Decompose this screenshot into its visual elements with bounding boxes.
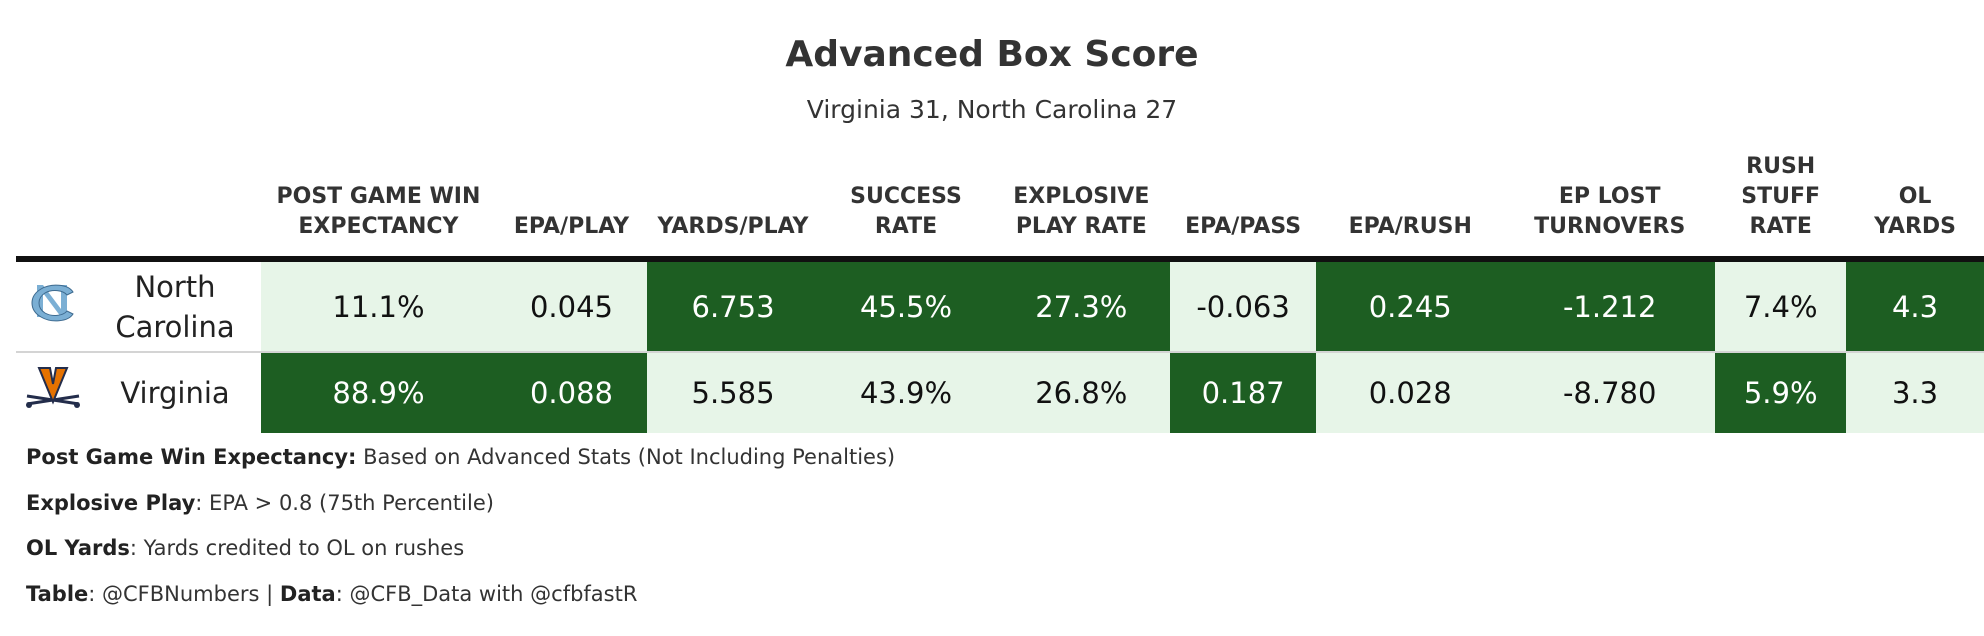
stat-cell: 5.585 [646, 352, 820, 433]
credit-table-label: Table [26, 581, 89, 606]
stat-cell: -0.063 [1169, 259, 1317, 353]
col-header-ol-yards: OL YARDS [1846, 146, 1984, 262]
stat-cell: 0.187 [1169, 352, 1317, 433]
logo-header [16, 146, 90, 262]
footnote-credits: Table: @CFBNumbers | Data: @CFB_Data wit… [26, 579, 895, 625]
stat-cell: 88.9% [260, 352, 497, 433]
stat-cell: 0.088 [496, 352, 647, 433]
footnote-label: OL Yards [26, 536, 130, 560]
stat-cell: 0.028 [1316, 352, 1505, 433]
table-row: North Carolina 11.1% 0.045 6.753 45.5% 2… [16, 259, 1984, 353]
footnote-text: Based on Advanced Stats (Not Including P… [356, 445, 896, 469]
page-title: Advanced Box Score [785, 34, 1199, 75]
credit-table-text: : @CFBNumbers | [88, 581, 280, 606]
footnote-ol-yards: OL Yards: Yards credited to OL on rushes [26, 533, 895, 579]
stat-cell: 26.8% [992, 352, 1170, 433]
footnote-label: Post Game Win Expectancy: [26, 445, 357, 469]
stat-cell: 27.3% [992, 259, 1170, 353]
uva-cavaliers-icon [25, 366, 80, 408]
stat-cell: 45.5% [819, 259, 993, 353]
team-header [89, 146, 261, 262]
col-header-explosive-play-rate: EXPLOSIVE PLAY RATE [992, 146, 1170, 262]
footnote-explosive-play: Explosive Play: EPA > 0.8 (75th Percenti… [26, 488, 895, 534]
stat-cell: -1.212 [1504, 259, 1716, 353]
footnote-text: : Yards credited to OL on rushes [129, 536, 465, 560]
credit-data-text: : @CFB_Data with @cfbfastR [335, 581, 638, 606]
col-header-epa-pass: EPA/PASS [1169, 146, 1317, 262]
col-header-ep-lost-turnovers: EP LOST TURNOVERS [1504, 146, 1716, 262]
footnote-label: Explosive Play [26, 490, 196, 515]
footnote-text: : EPA > 0.8 (75th Percentile) [195, 490, 494, 515]
stat-cell: 43.9% [819, 352, 993, 433]
stat-cell: 0.245 [1316, 259, 1505, 353]
stat-cell: -8.780 [1504, 352, 1716, 433]
col-header-epa-rush: EPA/RUSH [1316, 146, 1505, 262]
stat-cell: 0.045 [496, 259, 647, 353]
unc-logo [16, 259, 90, 353]
team-name: Virginia [89, 352, 261, 433]
col-header-win-expectancy: POST GAME WIN EXPECTANCY [260, 146, 497, 262]
unc-tar-heels-icon [31, 284, 74, 322]
table-row: Virginia 88.9% 0.088 5.585 43.9% 26.8% 0… [16, 352, 1984, 433]
footnote-win-expectancy: Post Game Win Expectancy: Based on Advan… [26, 442, 895, 488]
col-header-yards-play: YARDS/PLAY [646, 146, 820, 262]
uva-logo [16, 352, 90, 433]
header-row: POST GAME WIN EXPECTANCY EPA/PLAY YARDS/… [16, 146, 1984, 262]
stat-cell: 11.1% [260, 259, 497, 353]
col-header-rush-stuff-rate: RUSH STUFF RATE [1715, 146, 1847, 262]
stat-cell: 7.4% [1715, 259, 1847, 353]
stat-cell: 6.753 [646, 259, 820, 353]
credit-data-label: Data [279, 581, 336, 606]
col-header-success-rate: SUCCESS RATE [819, 146, 993, 262]
box-score-table: POST GAME WIN EXPECTANCY EPA/PLAY YARDS/… [16, 146, 1984, 433]
footnotes: Post Game Win Expectancy: Based on Advan… [26, 442, 895, 624]
page-subtitle: Virginia 31, North Carolina 27 [806, 95, 1178, 124]
stat-cell: 5.9% [1715, 352, 1847, 433]
stat-cell: 3.3 [1846, 352, 1984, 433]
col-header-epa-play: EPA/PLAY [496, 146, 647, 262]
stat-cell: 4.3 [1846, 259, 1984, 353]
team-name: North Carolina [89, 259, 261, 353]
